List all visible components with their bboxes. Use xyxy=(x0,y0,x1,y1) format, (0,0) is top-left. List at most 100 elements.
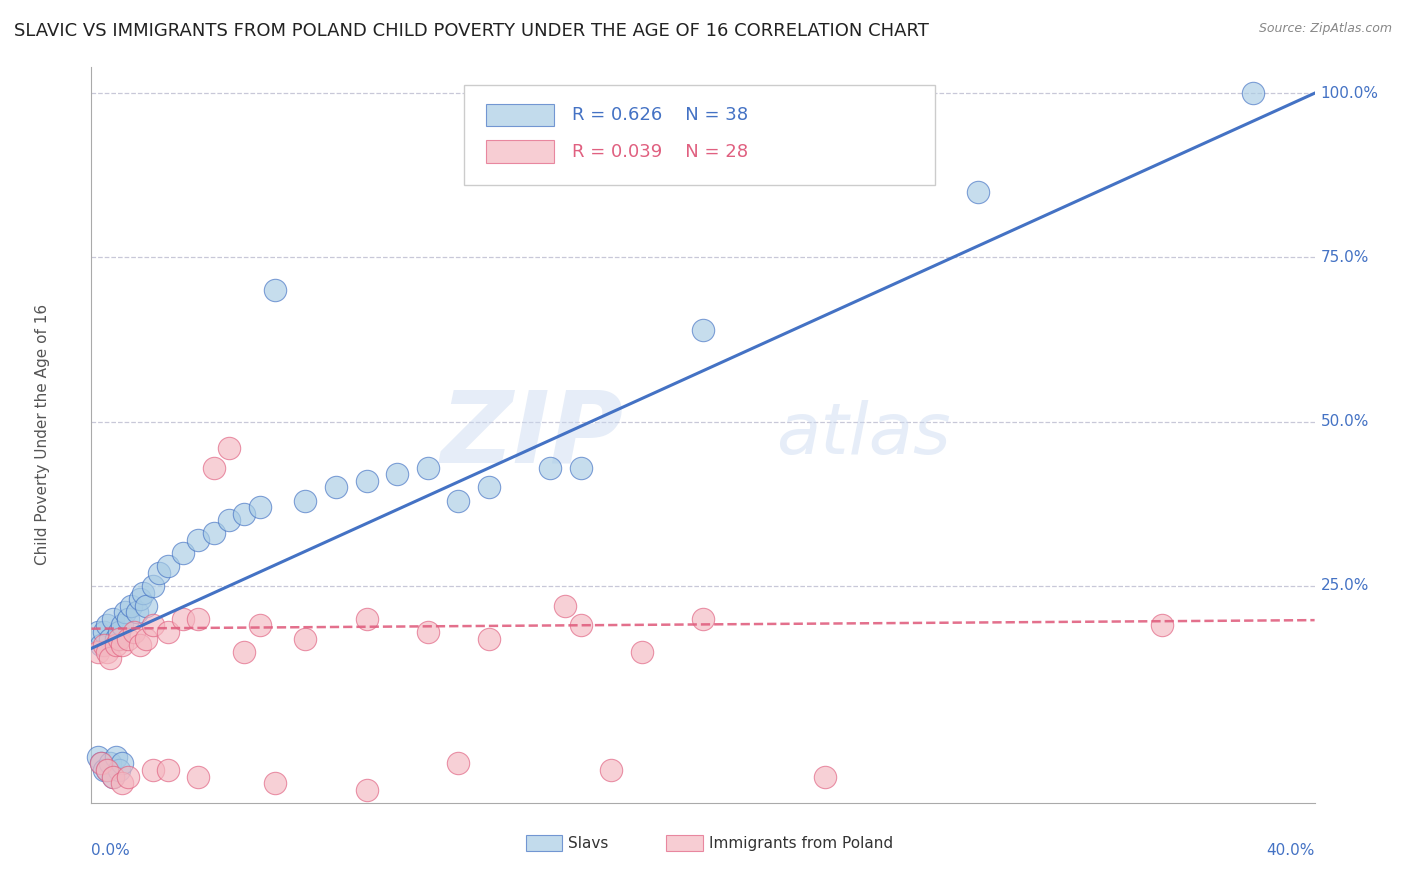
Point xyxy=(111,756,134,771)
Point xyxy=(104,632,127,646)
Point xyxy=(156,624,179,639)
FancyBboxPatch shape xyxy=(486,103,554,126)
Point xyxy=(96,763,118,777)
Point xyxy=(416,460,439,475)
Point xyxy=(117,770,139,784)
Text: Child Poverty Under the Age of 16: Child Poverty Under the Age of 16 xyxy=(35,304,51,566)
Text: Source: ZipAtlas.com: Source: ZipAtlas.com xyxy=(1258,22,1392,36)
Point xyxy=(156,559,179,574)
Point xyxy=(141,618,163,632)
Point xyxy=(967,185,990,199)
Point xyxy=(478,632,501,646)
Point xyxy=(264,283,287,297)
Point xyxy=(148,566,170,580)
FancyBboxPatch shape xyxy=(486,140,554,162)
Point xyxy=(114,605,136,619)
Point xyxy=(385,467,409,482)
Point xyxy=(129,638,152,652)
Point xyxy=(111,638,134,652)
Point xyxy=(108,763,131,777)
Point xyxy=(294,493,316,508)
Point xyxy=(104,638,127,652)
Point xyxy=(90,756,112,771)
Point xyxy=(187,533,209,547)
Text: 50.0%: 50.0% xyxy=(1320,414,1369,429)
Point xyxy=(98,651,121,665)
Point xyxy=(101,612,124,626)
Point xyxy=(141,763,163,777)
Point xyxy=(1150,618,1173,632)
Point xyxy=(218,441,240,455)
Point xyxy=(447,756,470,771)
Point xyxy=(86,624,108,639)
Point xyxy=(96,645,118,659)
Text: 100.0%: 100.0% xyxy=(1320,86,1379,101)
Point xyxy=(356,612,378,626)
Text: 75.0%: 75.0% xyxy=(1320,250,1369,265)
Point xyxy=(631,645,654,659)
Point xyxy=(129,592,152,607)
FancyBboxPatch shape xyxy=(464,86,935,185)
Point xyxy=(101,770,124,784)
Point xyxy=(233,645,256,659)
Point xyxy=(172,612,194,626)
Point xyxy=(86,645,108,659)
Point xyxy=(416,624,439,639)
Point xyxy=(554,599,576,613)
Point xyxy=(233,507,256,521)
Text: R = 0.039    N = 28: R = 0.039 N = 28 xyxy=(572,143,748,161)
Point xyxy=(447,493,470,508)
Point xyxy=(600,763,623,777)
FancyBboxPatch shape xyxy=(526,835,562,851)
Text: Immigrants from Poland: Immigrants from Poland xyxy=(709,836,893,851)
Point xyxy=(98,756,121,771)
Point xyxy=(96,763,118,777)
Point xyxy=(294,632,316,646)
Point xyxy=(141,579,163,593)
Text: R = 0.626    N = 38: R = 0.626 N = 38 xyxy=(572,106,748,124)
Point xyxy=(1243,86,1265,100)
Point xyxy=(538,460,561,475)
Text: SLAVIC VS IMMIGRANTS FROM POLAND CHILD POVERTY UNDER THE AGE OF 16 CORRELATION C: SLAVIC VS IMMIGRANTS FROM POLAND CHILD P… xyxy=(14,22,929,40)
Point xyxy=(90,756,112,771)
Text: 25.0%: 25.0% xyxy=(1320,579,1369,593)
Text: atlas: atlas xyxy=(776,401,950,469)
Point xyxy=(264,776,287,790)
Point xyxy=(122,624,145,639)
Point xyxy=(249,500,271,515)
Point xyxy=(356,474,378,488)
Point xyxy=(135,632,157,646)
Point xyxy=(127,605,149,619)
Point xyxy=(117,632,139,646)
Text: Slavs: Slavs xyxy=(568,836,609,851)
Point xyxy=(90,638,112,652)
Point xyxy=(478,480,501,494)
Point xyxy=(108,624,131,639)
Point xyxy=(569,460,592,475)
Point xyxy=(172,546,194,560)
Point xyxy=(111,618,134,632)
Point xyxy=(202,526,225,541)
Point xyxy=(325,480,347,494)
Point xyxy=(108,632,131,646)
Point xyxy=(120,599,142,613)
Point xyxy=(156,763,179,777)
Point xyxy=(93,624,115,639)
Point xyxy=(187,612,209,626)
Point xyxy=(187,770,209,784)
Text: 40.0%: 40.0% xyxy=(1267,843,1315,858)
Point xyxy=(98,632,121,646)
Point xyxy=(249,618,271,632)
Point xyxy=(117,612,139,626)
FancyBboxPatch shape xyxy=(666,835,703,851)
Point xyxy=(93,638,115,652)
Point xyxy=(356,782,378,797)
Point xyxy=(569,618,592,632)
Point xyxy=(111,776,134,790)
Point xyxy=(86,749,108,764)
Point xyxy=(101,770,124,784)
Point xyxy=(202,460,225,475)
Point xyxy=(93,763,115,777)
Text: ZIP: ZIP xyxy=(440,386,623,483)
Point xyxy=(692,612,714,626)
